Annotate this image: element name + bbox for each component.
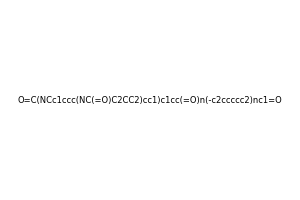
Text: O=C(NCc1ccc(NC(=O)C2CC2)cc1)c1cc(=O)n(-c2ccccc2)nc1=O: O=C(NCc1ccc(NC(=O)C2CC2)cc1)c1cc(=O)n(-c… [18, 96, 282, 105]
